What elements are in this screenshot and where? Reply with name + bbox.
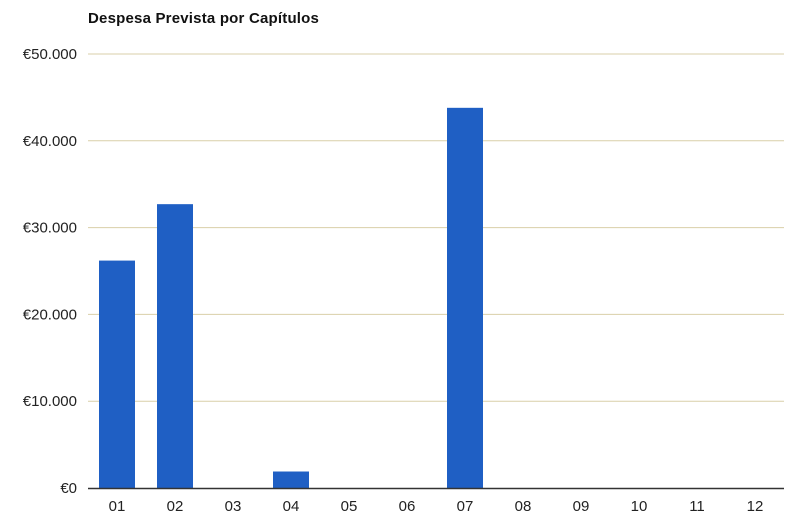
x-tick-label: 03 xyxy=(225,498,242,513)
x-axis-tick-labels: 01 02 03 04 05 06 07 08 09 10 11 12 xyxy=(109,498,764,513)
x-tick-label: 10 xyxy=(631,498,648,513)
x-tick-label: 01 xyxy=(109,498,126,513)
x-tick-label: 09 xyxy=(573,498,590,513)
y-tick-label: €10.000 xyxy=(23,393,77,410)
bar-01 xyxy=(99,260,135,488)
x-tick-label: 05 xyxy=(341,498,358,513)
bar-04 xyxy=(273,471,309,488)
y-tick-label: €40.000 xyxy=(23,133,77,150)
x-tick-label: 11 xyxy=(689,498,705,513)
x-tick-label: 02 xyxy=(167,498,184,513)
bars xyxy=(99,107,483,488)
chart-title: Despesa Prevista por Capítulos xyxy=(88,10,320,27)
x-tick-label: 07 xyxy=(457,498,474,513)
y-tick-label: €50.000 xyxy=(23,46,77,63)
y-tick-label: €0 xyxy=(60,480,77,497)
y-tick-label: €20.000 xyxy=(23,306,77,323)
bar-02 xyxy=(157,204,193,488)
bar-07 xyxy=(447,107,483,488)
x-tick-label: 06 xyxy=(399,498,416,513)
x-tick-label: 12 xyxy=(747,498,764,513)
y-axis-tick-labels: €0 €10.000 €20.000 €30.000 €40.000 €50.000 xyxy=(23,46,77,497)
x-tick-label: 08 xyxy=(515,498,532,513)
gridlines xyxy=(88,53,784,402)
x-tick-label: 04 xyxy=(283,498,300,513)
y-tick-label: €30.000 xyxy=(23,220,77,237)
